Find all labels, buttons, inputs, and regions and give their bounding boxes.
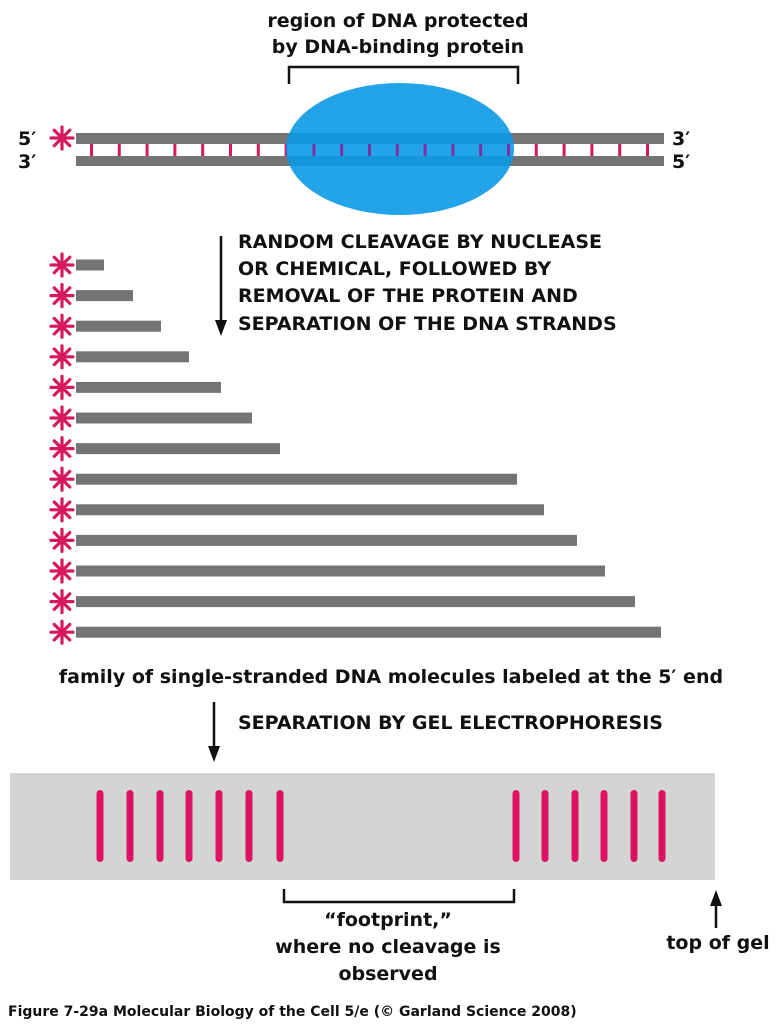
down-arrow-icon: [215, 236, 227, 336]
dna-fragment: [76, 626, 661, 638]
base-pair-rung: [423, 144, 427, 156]
protected-rungs: [312, 144, 510, 156]
up-arrow-icon: [710, 890, 722, 928]
gel-band: [600, 790, 608, 862]
label-star-icon: [49, 405, 75, 431]
dna-fragment: [76, 320, 161, 332]
base-pair-rung: [590, 144, 594, 156]
label-star-icon: [49, 588, 75, 615]
gel-bands: [96, 790, 666, 862]
step1-text: RANDOM CLEAVAGE BY NUCLEASE OR CHEMICAL,…: [238, 231, 617, 335]
label-star-icon: [49, 125, 75, 151]
base-pair-rung: [368, 144, 371, 156]
protected-label-line1: region of DNA protected: [267, 10, 528, 32]
protected-region-label: region of DNA protected by DNA-binding p…: [267, 10, 528, 58]
double-stranded-dna: [76, 83, 664, 215]
gel-band: [541, 790, 549, 862]
down-arrow-icon: [208, 702, 220, 762]
gel-band: [658, 790, 666, 862]
base-pair-rung: [117, 144, 121, 156]
dna-fragment: [76, 351, 189, 363]
base-pair-rung: [646, 144, 649, 156]
label-star-icon: [49, 252, 75, 278]
gel-band: [276, 790, 284, 862]
gel-band: [156, 790, 164, 862]
base-pair-rung: [340, 144, 344, 156]
base-pair-rung: [618, 144, 622, 156]
gel-band: [571, 790, 579, 862]
base-pair-rung: [562, 144, 566, 156]
dna-fragment: [76, 290, 133, 302]
base-pair-rung: [256, 144, 260, 156]
dna-fragment: [76, 565, 605, 577]
gel-band: [215, 790, 223, 862]
step1-line3: REMOVAL OF THE PROTEIN AND: [238, 285, 578, 307]
dna-fragment: [76, 596, 635, 608]
base-pair-rung: [173, 144, 177, 156]
gel-band: [245, 790, 253, 862]
top-of-gel-label: top of gel: [666, 932, 769, 954]
footprint-line1: “footprint,”: [324, 909, 452, 931]
footprint-bracket: [282, 889, 516, 904]
step1-line4: SEPARATION OF THE DNA STRANDS: [238, 313, 617, 335]
strand-top-left-label: 5′: [18, 128, 36, 150]
dna-fragment: [76, 381, 221, 393]
label-star-icon: [49, 558, 75, 584]
base-pair-rung: [479, 144, 483, 156]
dna-fragment: [76, 259, 104, 271]
strand-bottom-right-label: 5′: [672, 151, 690, 173]
dna-fragment: [76, 443, 280, 455]
footprint-label: “footprint,” where no cleavage is observ…: [275, 909, 501, 985]
dna-binding-protein: [286, 83, 514, 215]
label-star-icon: [49, 313, 75, 339]
base-pair-rung: [229, 144, 232, 156]
base-pair-rung: [534, 144, 538, 156]
base-pair-rung: [201, 144, 205, 156]
label-star-icon: [49, 436, 75, 462]
dna-fragment: [76, 504, 544, 516]
base-pair-rung: [90, 144, 93, 156]
gel: [10, 773, 715, 880]
dna-fragment: [76, 412, 252, 424]
base-pair-rung: [507, 144, 510, 156]
base-pair-rung: [451, 144, 455, 156]
base-pair-rung: [145, 144, 149, 156]
footprint-line3: observed: [338, 963, 437, 985]
dna-fragment: [76, 534, 577, 546]
label-star-icon: [49, 497, 75, 523]
label-star-icon: [49, 344, 75, 370]
strand-bottom-left-label: 3′: [18, 151, 36, 173]
label-star-icon: [49, 466, 75, 492]
step1-line2: OR CHEMICAL, FOLLOWED BY: [238, 258, 551, 280]
label-star-icon: [49, 619, 75, 645]
gel-band: [96, 790, 104, 862]
strand-top-right-label: 3′: [672, 128, 690, 150]
label-star-icon: [49, 374, 75, 400]
protected-region-bracket: [287, 65, 520, 84]
step2-text: SEPARATION BY GEL ELECTROPHORESIS: [238, 712, 663, 734]
figure-caption: Figure 7-29a Molecular Biology of the Ce…: [8, 1004, 577, 1020]
base-pair-rung: [395, 144, 399, 156]
fragments-caption: family of single-stranded DNA molecules …: [59, 666, 723, 688]
gel-band: [512, 790, 520, 862]
protected-label-line2: by DNA-binding protein: [272, 36, 524, 58]
gel-band: [185, 790, 193, 862]
dna-fragment: [76, 473, 517, 485]
gel-band: [630, 790, 638, 862]
base-pair-rung: [312, 144, 316, 156]
footprint-line2: where no cleavage is: [275, 936, 501, 958]
step1-line1: RANDOM CLEAVAGE BY NUCLEASE: [238, 231, 602, 253]
fragment-ladder: [49, 252, 661, 645]
gel-band: [126, 790, 134, 862]
label-star-icon: [49, 283, 75, 309]
label-star-icon: [49, 527, 75, 554]
